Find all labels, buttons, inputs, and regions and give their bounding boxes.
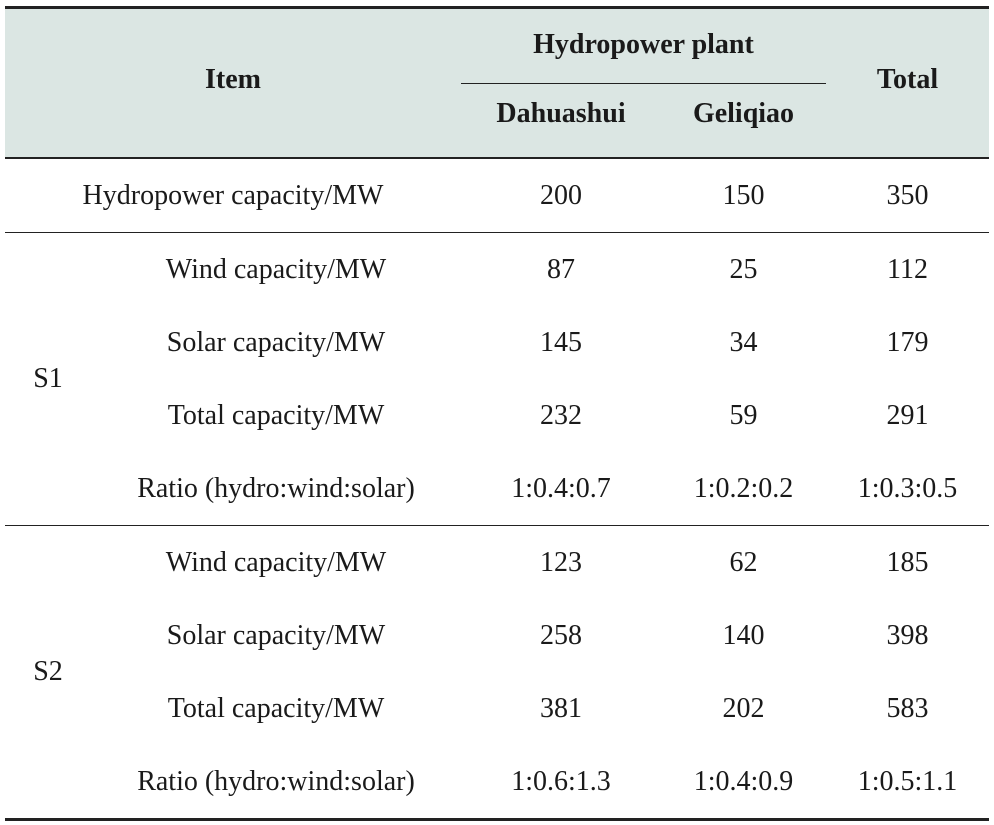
table-row: Solar capacity/MW 145 34 179 — [5, 306, 989, 379]
capacity-table: Item Hydropower plant Dahuashui Geliqiao… — [5, 6, 989, 821]
table-row: Solar capacity/MW 258 140 398 — [5, 599, 989, 672]
cell-geliqiao: 202 — [722, 693, 765, 724]
row-label: Wind capacity/MW — [165, 547, 387, 578]
table-row: Total capacity/MW 381 202 583 — [5, 672, 989, 745]
header-geliqiao: Geliqiao — [692, 98, 795, 129]
row-label: Solar capacity/MW — [166, 327, 386, 358]
cell-dahuashui: 1:0.4:0.7 — [511, 473, 611, 504]
cell-total: 291 — [886, 400, 929, 431]
cell-geliqiao: 150 — [722, 180, 765, 211]
cell-dahuashui: 381 — [540, 693, 582, 724]
cell-dahuashui: 258 — [540, 620, 582, 651]
header-group-rule — [461, 83, 826, 84]
section-divider — [5, 525, 989, 526]
cell-dahuashui: 87 — [547, 254, 575, 285]
row-label: Wind capacity/MW — [165, 254, 387, 285]
table-row: Ratio (hydro:wind:solar) 1:0.6:1.3 1:0.4… — [5, 745, 989, 818]
row-label: Total capacity/MW — [167, 693, 385, 724]
cell-total: 112 — [887, 254, 928, 285]
scenario-s2-group: S2 Wind capacity/MW 123 62 185 Solar cap… — [5, 526, 989, 821]
cell-dahuashui: 145 — [540, 327, 582, 358]
table-header: Item Hydropower plant Dahuashui Geliqiao… — [5, 6, 989, 159]
cell-total: 185 — [886, 547, 929, 578]
section-divider — [5, 232, 989, 233]
row-label: Ratio (hydro:wind:solar) — [137, 766, 415, 797]
scenario-s1-group: S1 Wind capacity/MW 87 25 112 Solar capa… — [5, 233, 989, 525]
cell-dahuashui: 200 — [540, 180, 582, 211]
cell-total: 398 — [886, 620, 929, 651]
header-dahuashui: Dahuashui — [496, 98, 626, 129]
cell-geliqiao: 140 — [722, 620, 765, 651]
cell-dahuashui: 123 — [540, 547, 582, 578]
cell-total: 179 — [886, 327, 929, 358]
header-total: Total — [876, 64, 939, 95]
row-label: Total capacity/MW — [167, 400, 385, 431]
cell-geliqiao: 25 — [729, 254, 758, 285]
cell-geliqiao: 62 — [729, 547, 758, 578]
cell-geliqiao: 1:0.4:0.9 — [693, 766, 794, 797]
table-row: Total capacity/MW 232 59 291 — [5, 379, 989, 452]
header-hydropower-plant: Hydropower plant — [533, 29, 754, 60]
scenario-label: S2 — [33, 656, 63, 687]
cell-dahuashui: 1:0.6:1.3 — [511, 766, 611, 797]
table-row: Wind capacity/MW 87 25 112 — [5, 233, 989, 306]
table-row: Wind capacity/MW 123 62 185 — [5, 526, 989, 599]
row-label: Hydropower capacity/MW — [82, 180, 384, 211]
cell-total: 1:0.5:1.1 — [857, 766, 958, 797]
row-label: Solar capacity/MW — [166, 620, 386, 651]
header-item: Item — [205, 64, 261, 95]
cell-total: 583 — [886, 693, 929, 724]
cell-total: 1:0.3:0.5 — [857, 473, 958, 504]
table-row-hydropower: Hydropower capacity/MW 200 150 350 — [5, 159, 989, 232]
scenario-label: S1 — [33, 363, 63, 394]
row-label: Ratio (hydro:wind:solar) — [137, 473, 415, 504]
cell-total: 350 — [886, 180, 929, 211]
table-row: Ratio (hydro:wind:solar) 1:0.4:0.7 1:0.2… — [5, 452, 989, 525]
cell-dahuashui: 232 — [540, 400, 582, 431]
cell-geliqiao: 34 — [729, 327, 758, 358]
cell-geliqiao: 59 — [729, 400, 758, 431]
cell-geliqiao: 1:0.2:0.2 — [693, 473, 794, 504]
